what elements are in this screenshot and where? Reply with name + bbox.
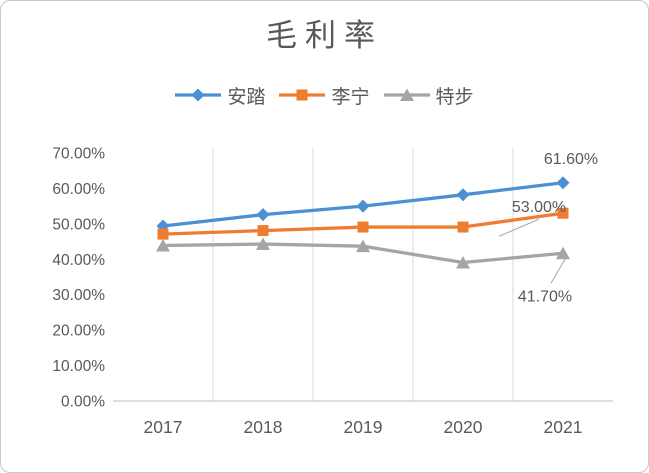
x-axis-tick-label: 2017: [144, 417, 183, 437]
data-point-marker: [556, 176, 570, 190]
legend-item-3[interactable]: 特步: [383, 82, 474, 109]
legend-marker: [399, 88, 414, 101]
data-point-marker: [257, 225, 269, 237]
data-label-leader-line: [498, 218, 540, 237]
data-point-marker: [557, 207, 569, 219]
x-axis-tick-label: 2020: [444, 417, 483, 437]
x-axis-tick-label: 2019: [344, 417, 383, 437]
y-axis-tick-label: 70.00%: [52, 146, 105, 163]
triangle-legend-icon: [383, 88, 430, 101]
legend-item-1[interactable]: 安踏: [175, 82, 265, 109]
data-point-marker: [556, 246, 570, 260]
square-legend-icon: [279, 89, 326, 101]
data-label: 53.00%: [512, 199, 566, 216]
chart-title: 毛利率: [266, 18, 383, 53]
data-point-marker: [156, 238, 170, 252]
data-label: 61.60%: [544, 151, 598, 168]
y-axis-tick-label: 10.00%: [52, 358, 105, 375]
legend-label: 安踏: [227, 86, 266, 108]
y-axis-tick-label: 20.00%: [52, 323, 105, 340]
legend-label: 李宁: [331, 86, 370, 108]
data-point-marker: [357, 221, 369, 233]
data-point-marker: [157, 228, 169, 240]
data-point-marker: [356, 239, 370, 253]
y-axis-tick-label: 0.00%: [61, 394, 105, 411]
chart-legend: 安踏 李宁 特步: [1, 82, 648, 109]
x-axis-tick-label: 2018: [244, 417, 283, 437]
data-point-marker: [456, 255, 470, 269]
data-label-leader-line: [550, 259, 566, 284]
data-point-marker: [256, 237, 270, 251]
legend-item-2[interactable]: 李宁: [279, 82, 370, 109]
data-label: 41.70%: [518, 288, 572, 305]
y-axis-tick-label: 50.00%: [52, 216, 105, 233]
x-axis-tick-label: 2021: [544, 417, 583, 437]
data-point-marker: [356, 199, 370, 213]
legend-marker: [296, 89, 308, 101]
legend-marker: [191, 88, 205, 102]
plot-area: 0.00% 10.00% 20.00% 30.00% 40.00% 50.00% 60.00…: [52, 146, 613, 437]
y-axis-tick-label: 60.00%: [52, 181, 105, 198]
diamond-legend-icon: [175, 88, 222, 102]
data-point-marker: [256, 208, 270, 222]
data-point-marker: [457, 221, 469, 233]
y-axis-tick-label: 30.00%: [52, 287, 105, 304]
legend-label: 特步: [435, 86, 474, 108]
y-axis-tick-label: 40.00%: [52, 252, 105, 269]
data-point-marker: [456, 188, 470, 202]
